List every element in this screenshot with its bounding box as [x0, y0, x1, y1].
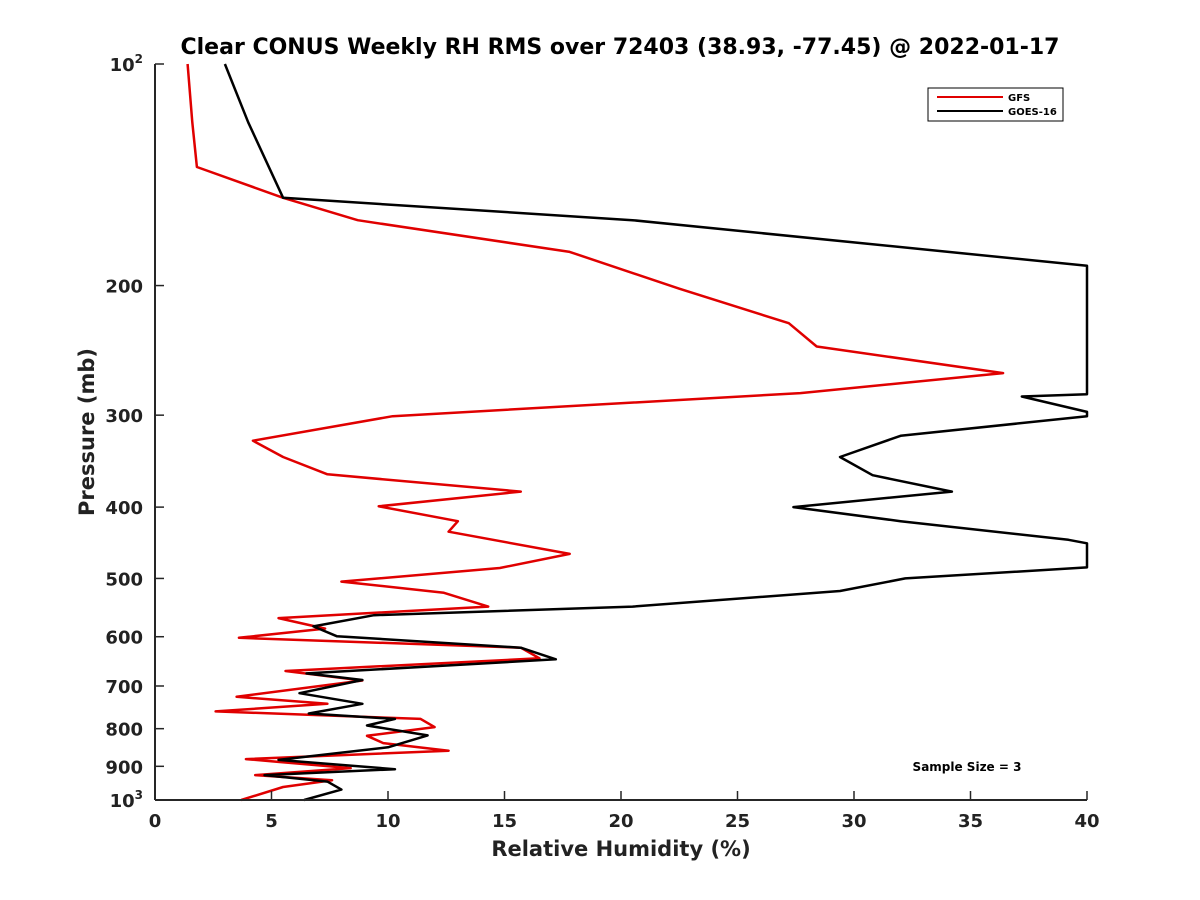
y-axis-label: Pressure (mb): [75, 348, 99, 516]
y-tick-label: 300: [105, 406, 143, 427]
x-tick-label: 20: [608, 811, 633, 832]
y-tick-label: 500: [105, 569, 143, 590]
y-tick-label: 900: [105, 757, 143, 778]
legend-box: [927, 87, 1064, 122]
x-tick-label: 30: [841, 811, 866, 832]
y-tick-label: 800: [105, 720, 143, 741]
x-tick-label: 10: [375, 811, 400, 832]
y-tick-label: 600: [105, 628, 143, 649]
y-tick-label: 103: [110, 788, 143, 812]
series-line-gfs: [186, 63, 1005, 802]
legend-label-goes-16: GOES-16: [1008, 107, 1057, 118]
x-tick-label: 25: [725, 811, 750, 832]
x-tick-label: 5: [265, 811, 278, 832]
chart-title: Clear CONUS Weekly RH RMS over 72403 (38…: [181, 35, 1060, 60]
legend-label-gfs: GFS: [1008, 93, 1030, 104]
x-tick-label: 35: [958, 811, 983, 832]
sample-size-annotation: Sample Size = 3: [913, 760, 1022, 774]
x-ticks: 0 5 10 15 20 25 30 35 40: [149, 791, 1100, 832]
x-tick-label: 40: [1074, 811, 1099, 832]
plot-lines: [186, 63, 1089, 802]
y-tick-label: 700: [105, 677, 143, 698]
y-tick-label: 400: [105, 498, 143, 519]
y-tick-label: 102: [110, 52, 143, 76]
series-line-goes-16: [223, 63, 1089, 802]
x-axis-label: Relative Humidity (%): [491, 837, 750, 861]
y-ticks: 102 200 300 400 500 600 700 800 900 103: [105, 52, 164, 812]
y-tick-label: 200: [105, 277, 143, 298]
legend: GFS GOES-16: [927, 87, 1064, 122]
x-tick-label: 0: [149, 811, 162, 832]
x-tick-label: 15: [492, 811, 517, 832]
